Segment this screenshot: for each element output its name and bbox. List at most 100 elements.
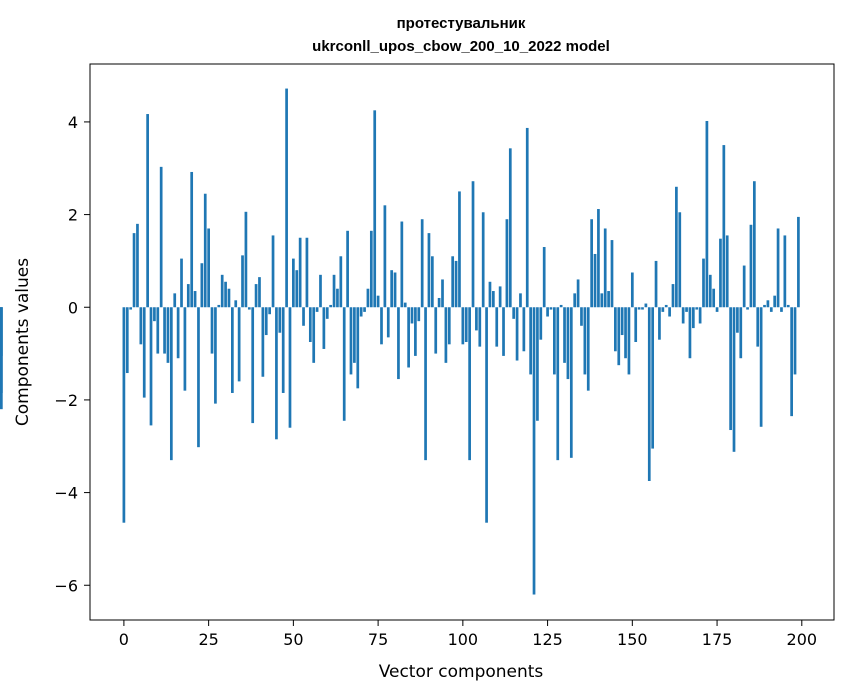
bar-33 (234, 300, 238, 308)
bar-1 (125, 307, 129, 374)
bar-9 (153, 307, 156, 322)
bar-5 (139, 307, 143, 345)
bar-66 (346, 230, 349, 308)
bar-70 (359, 307, 363, 317)
bar-120 (529, 307, 532, 375)
bar-113 (505, 219, 509, 308)
bar-43 (268, 307, 271, 315)
bar-81 (397, 307, 400, 380)
bar-74 (373, 110, 377, 308)
x-tick-label: 175 (702, 630, 733, 649)
bar-62 (332, 274, 336, 308)
bar-64 (339, 256, 343, 308)
bar-15 (173, 293, 177, 308)
bar-93 (437, 297, 441, 308)
bar-188 (759, 307, 763, 427)
bar-105 (478, 307, 482, 347)
bar-107 (485, 307, 488, 523)
bar-168 (691, 307, 695, 329)
bar-80 (393, 272, 397, 308)
bar-194 (780, 307, 783, 312)
bar-144 (610, 240, 614, 308)
bar-35 (241, 255, 244, 308)
x-tick-label: 75 (368, 630, 388, 649)
y-tick-label: −2 (54, 391, 78, 410)
x-tick-label: 25 (198, 630, 218, 649)
bar-77 (383, 205, 387, 308)
bar-73 (369, 230, 373, 308)
bar-42 (264, 307, 268, 336)
bar-122 (536, 307, 539, 421)
x-axis-label: Vector components (379, 662, 544, 682)
bar-103 (471, 181, 475, 308)
bar-89 (424, 307, 427, 461)
bar-147 (620, 307, 624, 336)
bar-126 (549, 307, 553, 310)
y-tick-label: −4 (54, 484, 78, 503)
bar-143 (607, 291, 610, 308)
x-tick-label: 150 (617, 630, 648, 649)
bar-8 (149, 307, 153, 426)
bar-100 (461, 307, 465, 345)
plot-frame (89, 63, 835, 621)
bar-136 (583, 307, 587, 375)
bar-165 (681, 307, 685, 324)
chart-subtitle: ukrconll_upos_cbow_200_10_2022 model (312, 38, 610, 55)
bar-20 (190, 171, 194, 308)
bar-25 (207, 228, 210, 308)
bar-180 (732, 307, 736, 452)
bar-141 (600, 293, 604, 308)
bar-154 (644, 303, 648, 308)
bar-145 (614, 307, 617, 352)
bar-51 (295, 270, 299, 308)
chart-title: протестувальник (397, 15, 526, 32)
bar-166 (685, 307, 688, 312)
bar-38 (251, 307, 255, 424)
bar-95 (444, 307, 448, 363)
bar-18 (183, 307, 187, 391)
bar-197 (790, 307, 793, 417)
bar-178 (725, 235, 729, 308)
bar-71 (363, 307, 366, 312)
bar-87 (417, 307, 421, 322)
bar-61 (329, 304, 333, 308)
bar-59 (322, 307, 326, 349)
y-tick-label: −6 (54, 576, 78, 595)
bar-121 (532, 307, 536, 595)
bar-179 (729, 307, 732, 431)
bar-86 (414, 307, 417, 356)
bar-176 (719, 238, 722, 308)
bar-85 (410, 307, 414, 324)
bar-130 (563, 307, 566, 363)
bar-157 (654, 260, 658, 308)
bar-4 (136, 223, 139, 308)
bar-31 (227, 288, 231, 308)
bar-90 (427, 233, 431, 308)
bar-182 (739, 307, 743, 359)
bar-23 (200, 263, 204, 308)
y-tick-label: 2 (68, 206, 78, 225)
x-axis-ticks: 0 25 50 75 100 125 150 175 200 (119, 620, 817, 649)
bar-152 (637, 307, 641, 310)
bar-78 (386, 307, 390, 338)
bar-115 (512, 307, 516, 319)
bar-0 (122, 307, 126, 523)
bar-57 (315, 307, 319, 312)
bar-175 (715, 307, 719, 312)
x-tick-label: 0 (119, 630, 129, 649)
bar-110 (495, 307, 499, 347)
bar-114 (508, 148, 512, 308)
bar-134 (576, 279, 580, 308)
bar-40 (258, 277, 261, 308)
bar-148 (624, 307, 627, 359)
bar-117 (519, 293, 522, 308)
bar-99 (458, 191, 461, 308)
bar-185 (749, 224, 753, 308)
bar-45 (275, 307, 278, 440)
bar-39 (254, 284, 258, 308)
bar-111 (498, 286, 502, 308)
bar-6 (142, 307, 146, 398)
bar-91 (430, 256, 434, 308)
bar-162 (671, 284, 675, 308)
